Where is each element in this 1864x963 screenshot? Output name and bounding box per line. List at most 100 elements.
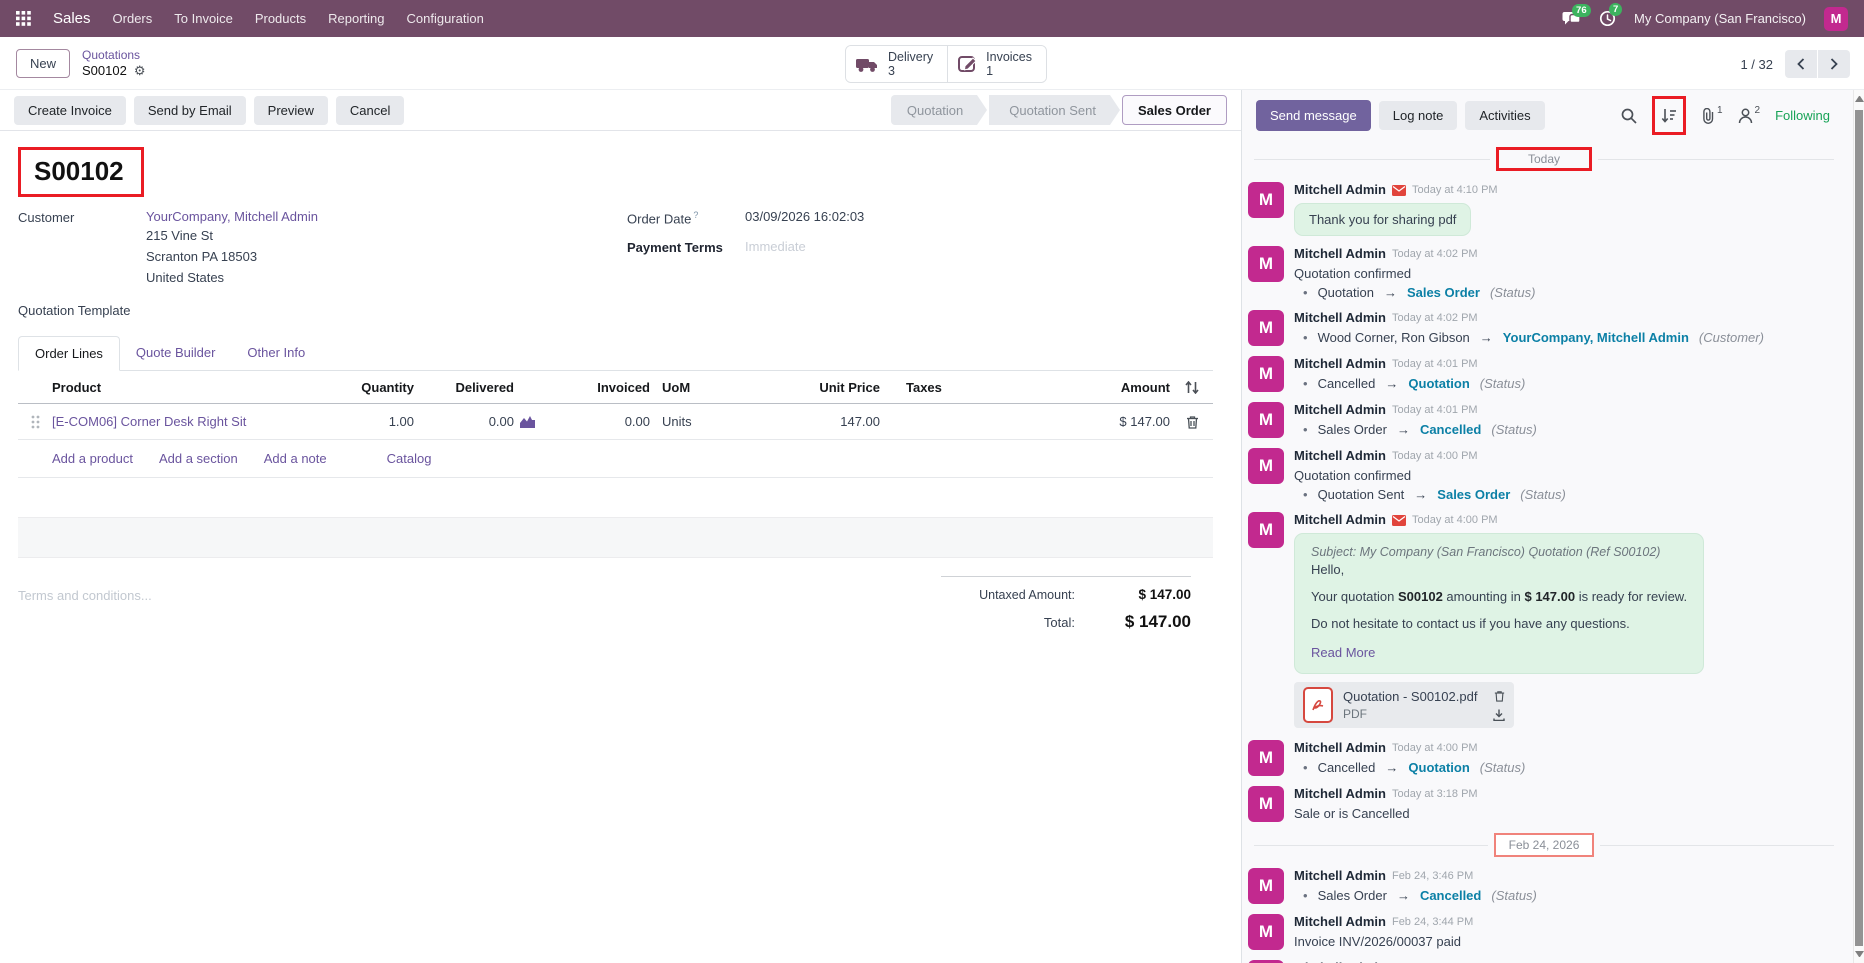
cell-invoiced[interactable]: 0.00	[624, 414, 650, 429]
message-author[interactable]: Mitchell Admin	[1294, 914, 1386, 929]
arrow-right-icon: →	[1396, 888, 1410, 903]
message-avatar[interactable]: M	[1248, 246, 1284, 282]
attachment-delete-icon[interactable]	[1494, 690, 1505, 702]
nav-menu-reporting[interactable]: Reporting	[328, 11, 385, 26]
chatter-scrollbar[interactable]	[1853, 90, 1864, 963]
send-message-button[interactable]: Send message	[1256, 100, 1371, 131]
sort-messages-icon[interactable]	[1661, 108, 1677, 123]
add-note-link[interactable]: Add a note	[263, 451, 327, 466]
message-author[interactable]: Mitchell Admin	[1294, 246, 1386, 261]
message-author[interactable]: Mitchell Admin	[1294, 786, 1386, 801]
activities-button[interactable]: Activities	[1465, 101, 1545, 130]
attachment-card[interactable]: Quotation - S00102.pdf PDF	[1294, 682, 1515, 728]
tracking-field: (Status)	[1491, 422, 1537, 437]
message-avatar[interactable]: M	[1248, 356, 1284, 392]
message-author[interactable]: Mitchell Admin	[1294, 740, 1386, 755]
status-steps: Quotation Quotation Sent Sales Order	[890, 95, 1227, 125]
message-avatar[interactable]: M	[1248, 448, 1284, 484]
invoices-smart-button[interactable]: Invoices 1	[947, 46, 1047, 82]
tracking-old: Sales Order	[1317, 422, 1387, 437]
message-author[interactable]: Mitchell Admin	[1294, 960, 1386, 963]
message-avatar[interactable]: M	[1248, 786, 1284, 822]
attachment-download-icon[interactable]	[1493, 709, 1506, 721]
delivery-smart-button[interactable]: Delivery 3	[846, 46, 948, 82]
quotation-template-label[interactable]: Quotation Template	[18, 303, 131, 318]
nav-app-name[interactable]: Sales	[53, 10, 91, 27]
attachment-name: Quotation - S00102.pdf	[1343, 689, 1478, 704]
message-avatar[interactable]: M	[1248, 402, 1284, 438]
breadcrumb-quotations[interactable]: Quotations	[82, 48, 141, 62]
scrollbar-down-arrow[interactable]	[1855, 951, 1864, 957]
new-button[interactable]: New	[16, 48, 71, 78]
message-author[interactable]: Mitchell Admin	[1294, 868, 1386, 883]
cell-delivered[interactable]: 0.00	[488, 414, 514, 429]
message-avatar[interactable]: M	[1248, 310, 1284, 346]
search-messages-icon[interactable]	[1621, 108, 1637, 124]
payment-terms-field[interactable]: Immediate	[745, 239, 806, 255]
message-author[interactable]: Mitchell Admin	[1294, 448, 1386, 463]
status-step-quotation[interactable]: Quotation	[890, 95, 988, 125]
pager-previous-button[interactable]	[1785, 50, 1817, 78]
forecast-chart-icon[interactable]	[514, 415, 540, 428]
scrollbar-up-arrow[interactable]	[1855, 96, 1864, 102]
truck-icon	[856, 56, 880, 73]
breadcrumb: Quotations S00102 ⚙	[82, 48, 145, 78]
terms-field[interactable]: Terms and conditions...	[18, 588, 152, 603]
optional-columns-icon[interactable]	[1170, 381, 1214, 394]
scrollbar-thumb[interactable]	[1855, 110, 1863, 946]
tab-other-info[interactable]: Other Info	[247, 345, 306, 360]
user-avatar[interactable]: M	[1824, 6, 1848, 31]
record-title[interactable]: S00102	[34, 156, 124, 186]
tracking-old: Quotation	[1317, 285, 1374, 300]
nav-menu-configuration[interactable]: Configuration	[406, 11, 484, 26]
catalog-link[interactable]: Catalog	[386, 451, 432, 466]
tab-quote-builder[interactable]: Quote Builder	[135, 345, 216, 360]
messages-icon[interactable]: 76	[1562, 4, 1591, 26]
followers-icon[interactable]: 2	[1738, 105, 1760, 124]
message-author[interactable]: Mitchell Admin	[1294, 512, 1386, 527]
status-step-sales-order[interactable]: Sales Order	[1122, 95, 1227, 125]
preview-button[interactable]: Preview	[253, 95, 328, 125]
message-author[interactable]: Mitchell Admin	[1294, 182, 1386, 197]
add-product-link[interactable]: Add a product	[52, 451, 133, 466]
nav-menu-products[interactable]: Products	[254, 11, 307, 26]
message-author[interactable]: Mitchell Admin	[1294, 402, 1386, 417]
order-date-value[interactable]: 03/09/2026 16:02:03	[745, 209, 865, 224]
nav-menu-to-invoice[interactable]: To Invoice	[174, 11, 233, 26]
message-avatar[interactable]: M	[1248, 740, 1284, 776]
pager-next-button[interactable]	[1818, 50, 1850, 78]
chatter-message: M Mitchell Admin Feb 24, 3:44 PM Invoice…	[1246, 909, 1842, 955]
message-avatar[interactable]: M	[1248, 914, 1284, 950]
message-avatar[interactable]: M	[1248, 512, 1284, 548]
send-by-email-button[interactable]: Send by Email	[133, 95, 246, 125]
message-author[interactable]: Mitchell Admin	[1294, 310, 1386, 325]
arrow-right-icon: →	[1385, 760, 1399, 775]
cell-unit-price[interactable]: 147.00	[840, 414, 880, 429]
cancel-button[interactable]: Cancel	[335, 95, 405, 125]
message-avatar[interactable]: M	[1248, 960, 1284, 963]
nav-menu-orders[interactable]: Orders	[112, 11, 153, 26]
settings-gear-icon[interactable]: ⚙	[133, 63, 146, 78]
company-switcher[interactable]: My Company (San Francisco)	[1634, 11, 1806, 26]
activities-icon[interactable]: 7	[1599, 3, 1623, 27]
create-invoice-button[interactable]: Create Invoice	[14, 95, 126, 125]
log-note-button[interactable]: Log note	[1378, 101, 1458, 130]
message-avatar[interactable]: M	[1248, 868, 1284, 904]
message-avatar[interactable]: M	[1248, 182, 1284, 218]
cell-uom[interactable]: Units	[662, 414, 692, 429]
tab-order-lines[interactable]: Order Lines	[18, 336, 120, 371]
add-section-link[interactable]: Add a section	[158, 451, 238, 466]
attachments-icon[interactable]: 1	[1701, 105, 1723, 124]
apps-grid-icon[interactable]	[16, 11, 31, 26]
following-toggle[interactable]: Following	[1775, 108, 1830, 123]
product-link[interactable]: [E-COM06] Corner Desk Right Sit	[52, 414, 247, 429]
customer-link[interactable]: YourCompany, Mitchell Admin	[146, 209, 318, 224]
cell-amount: $ 147.00	[1119, 414, 1170, 429]
drag-handle-icon[interactable]	[18, 415, 52, 429]
read-more-link[interactable]: Read More	[1311, 645, 1376, 660]
messages-badge: 76	[1572, 4, 1591, 17]
cell-quantity[interactable]: 1.00	[388, 414, 414, 429]
status-step-quotation-sent[interactable]: Quotation Sent	[989, 95, 1120, 125]
message-author[interactable]: Mitchell Admin	[1294, 356, 1386, 371]
delete-line-icon[interactable]	[1170, 415, 1214, 429]
